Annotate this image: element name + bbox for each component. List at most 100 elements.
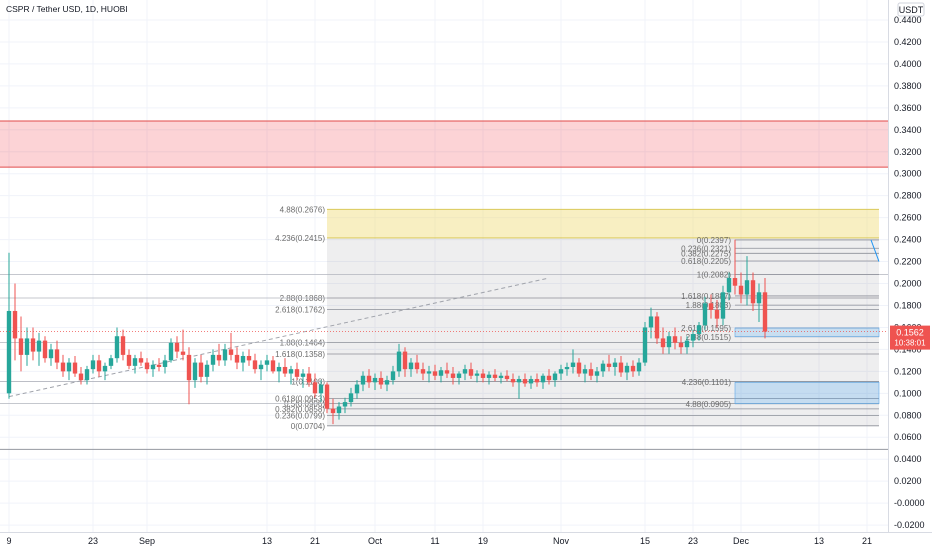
candle-body (300, 373, 306, 377)
candles-layer (6, 239, 768, 425)
candle-body (138, 358, 144, 363)
candle-body (588, 369, 594, 376)
candle-body (90, 360, 96, 370)
candle-body (18, 338, 24, 355)
candle-body (522, 379, 528, 384)
fib-left-level-label: 2.618(0.1762) (275, 306, 325, 315)
candle-body (678, 342, 684, 348)
candle-body (228, 349, 234, 355)
candle-body (426, 371, 432, 374)
candle-body (750, 280, 756, 304)
candle-body (12, 310, 18, 339)
candle-body (324, 384, 330, 409)
candle-body (96, 360, 102, 372)
candle-body (258, 364, 264, 370)
candle-body (240, 355, 246, 363)
candle-body (636, 362, 642, 372)
fib-left-level-label: 4.236(0.2415) (275, 234, 325, 243)
price-axis[interactable]: 0.4400 0.4200 0.4000 0.3800 0.3600 0.3400 0.32… (894, 15, 925, 530)
fib-left-level-label: 0.236(0.0799) (275, 411, 325, 420)
candle-body (732, 278, 738, 286)
price-tick-label: 0.1200 (894, 366, 922, 376)
projection-arrow (870, 239, 880, 262)
chart-title: CSPR / Tether USD, 1D, HUOBI (6, 4, 128, 14)
price-tick-label: 0.1800 (894, 300, 922, 310)
candle-body (120, 336, 126, 355)
candle-body (348, 393, 354, 403)
fib-left-level-label: 1.88(0.1464) (280, 338, 326, 347)
price-tick-label: 0.2400 (894, 235, 922, 245)
candle-body (618, 362, 624, 373)
candle-body (408, 362, 414, 370)
price-tick-label: 0.2600 (894, 213, 922, 223)
candle-body (60, 362, 66, 372)
fib-left-level-label: 0(0.0704) (291, 422, 326, 431)
candle-body (72, 362, 78, 374)
candle-body (180, 351, 186, 355)
candle-body (486, 374, 492, 378)
candle-body (156, 364, 162, 367)
fib-right-level-label: 2.88(0.1515) (686, 333, 732, 342)
candle-body (330, 408, 336, 414)
candle-body (504, 375, 510, 380)
candle-body (432, 371, 438, 376)
candle-body (444, 370, 450, 374)
price-tick-label: 0.3200 (894, 147, 922, 157)
candle-body (354, 384, 360, 394)
candle-body (378, 377, 384, 385)
candle-body (264, 360, 270, 365)
candle-body (186, 354, 192, 381)
time-tick-label: 11 (430, 536, 439, 546)
candle-body (552, 373, 558, 381)
candle-body (132, 358, 138, 366)
time-tick-label: 21 (310, 536, 320, 546)
fib-right-level-label: 0.618(0.2205) (681, 257, 731, 266)
candle-body (102, 365, 108, 372)
candle-body (642, 327, 648, 363)
candle-body (246, 355, 252, 361)
candle-body (654, 316, 660, 339)
candle-body (342, 402, 348, 407)
fib-right-target-box (734, 381, 880, 405)
fib-right-level-label: 2.618(0.1595) (681, 324, 731, 333)
candle-body (414, 362, 420, 370)
time-tick-label: 23 (88, 536, 98, 546)
candle-body (744, 280, 750, 295)
candle-body (402, 351, 408, 370)
candle-body (450, 373, 456, 378)
currency-box[interactable] (897, 2, 925, 17)
candle-body (36, 340, 42, 352)
fib-right-level-label: 1.618(0.1887) (681, 292, 731, 301)
candle-body (84, 369, 90, 381)
candle-body (396, 351, 402, 372)
time-tick-label: 13 (262, 536, 272, 546)
time-axis[interactable]: 9 23 Sep 13 21 Oct 11 19 Nov 15 23 Dec 13 21 (6, 536, 872, 546)
candle-body (456, 373, 462, 378)
candle-body (372, 377, 378, 383)
candle-body (252, 360, 258, 370)
candle-body (210, 354, 216, 365)
candle-body (516, 379, 522, 383)
time-tick-label: Nov (553, 536, 570, 546)
price-tick-label: 0.4200 (894, 37, 922, 47)
candle-body (720, 292, 726, 319)
candle-body (192, 362, 198, 381)
price-tick-label: 0.0800 (894, 410, 922, 420)
candle-body (684, 340, 690, 348)
candle-body (6, 310, 12, 394)
candle-body (492, 374, 498, 378)
candle-body (54, 349, 60, 363)
candle-body (600, 363, 606, 372)
candle-body (234, 354, 240, 363)
candle-body (162, 360, 168, 367)
candle-body (216, 354, 222, 361)
resistance-zone (0, 121, 888, 168)
price-tick-label: 0.3000 (894, 169, 922, 179)
candle-body (726, 278, 732, 293)
candle-body (468, 369, 474, 376)
candle-body (390, 371, 396, 381)
price-tick-label: 0.2800 (894, 191, 922, 201)
candle-body (366, 375, 372, 383)
candle-body (288, 369, 294, 374)
